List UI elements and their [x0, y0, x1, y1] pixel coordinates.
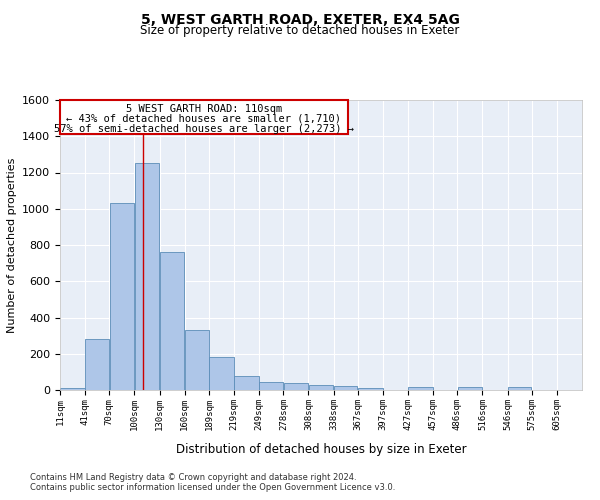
Bar	[235, 376, 259, 390]
Bar	[85, 339, 109, 390]
Bar	[309, 384, 333, 390]
Text: Distribution of detached houses by size in Exeter: Distribution of detached houses by size …	[176, 442, 466, 456]
Text: 57% of semi-detached houses are larger (2,273) →: 57% of semi-detached houses are larger (…	[54, 124, 354, 134]
Text: Contains public sector information licensed under the Open Government Licence v3: Contains public sector information licen…	[30, 482, 395, 492]
Bar	[409, 388, 433, 390]
FancyBboxPatch shape	[60, 100, 348, 134]
Bar	[110, 204, 134, 390]
Text: Contains HM Land Registry data © Crown copyright and database right 2024.: Contains HM Land Registry data © Crown c…	[30, 472, 356, 482]
Bar	[61, 388, 85, 390]
Bar	[358, 388, 383, 390]
Bar	[259, 382, 283, 390]
Bar	[185, 330, 209, 390]
Bar	[284, 383, 308, 390]
Bar	[135, 164, 159, 390]
Bar	[334, 386, 358, 390]
Bar	[160, 252, 184, 390]
Text: 5 WEST GARTH ROAD: 110sqm: 5 WEST GARTH ROAD: 110sqm	[126, 104, 282, 114]
Y-axis label: Number of detached properties: Number of detached properties	[7, 158, 17, 332]
Text: Size of property relative to detached houses in Exeter: Size of property relative to detached ho…	[140, 24, 460, 37]
Text: ← 43% of detached houses are smaller (1,710): ← 43% of detached houses are smaller (1,…	[67, 114, 341, 124]
Text: 5, WEST GARTH ROAD, EXETER, EX4 5AG: 5, WEST GARTH ROAD, EXETER, EX4 5AG	[140, 12, 460, 26]
Bar	[508, 388, 532, 390]
Bar	[209, 358, 233, 390]
Bar	[458, 388, 482, 390]
